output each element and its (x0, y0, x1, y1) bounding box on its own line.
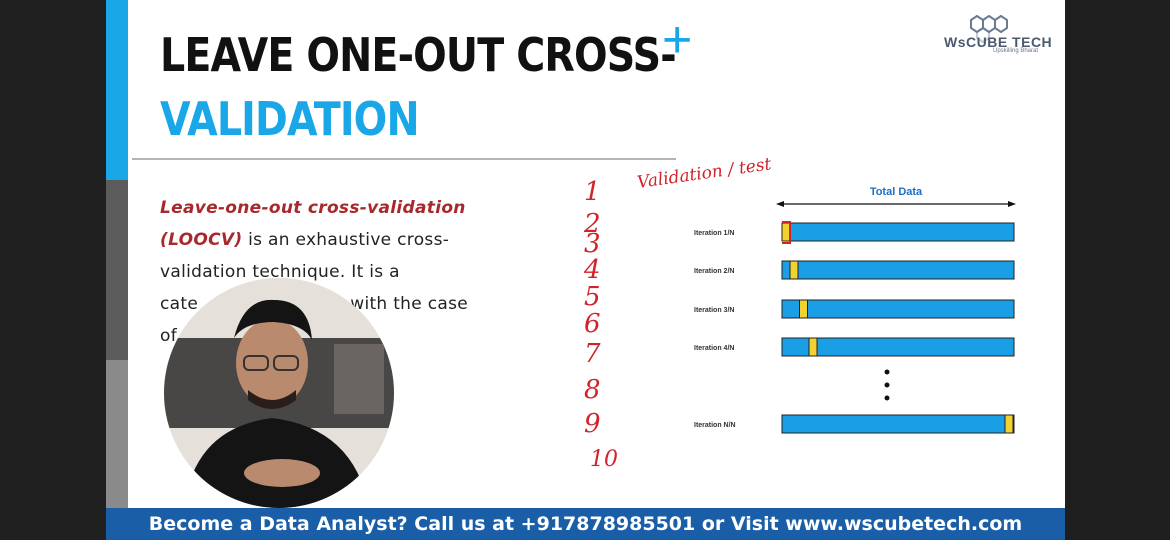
handwritten-number: 1 (584, 177, 601, 207)
slide-title-line2: VALIDATION (160, 92, 420, 146)
test-sample-cell (1004, 414, 1014, 434)
handwritten-number: 7 (584, 339, 601, 369)
test-sample-cell (808, 337, 818, 357)
ellipsis-dot (884, 395, 890, 401)
handwritten-number: 8 (584, 375, 601, 405)
paragraph-line5: of (160, 326, 177, 346)
handwritten-number: 10 (590, 447, 618, 472)
training-data-bar (781, 337, 1015, 357)
plus-icon: + (662, 11, 693, 69)
iteration-rows: Iteration 1/N Iteration 2/N Iteration 3/N I… (694, 222, 1015, 434)
left-letterbox (0, 0, 106, 540)
handwritten-highlight-mark (782, 221, 791, 244)
iteration-label: Iteration 2/N (694, 268, 734, 275)
handwritten-note: Validation / test (636, 154, 773, 193)
training-data-bar (781, 414, 1015, 434)
presenter-webcam (164, 278, 394, 508)
test-sample-cell (789, 260, 799, 280)
promo-banner[interactable]: Become a Data Analyst? Call us at +91787… (106, 508, 1065, 540)
handwritten-number: 3 (584, 229, 601, 259)
iteration-label: Iteration 4/N (694, 345, 734, 352)
presenter-avatar-icon (164, 278, 394, 508)
paragraph-line3: validation technique. It is a (160, 262, 400, 282)
handwritten-number: 6 (584, 309, 601, 339)
test-sample-cell (799, 299, 808, 319)
accent-side-bar (106, 0, 128, 180)
right-letterbox (1065, 0, 1170, 540)
logo-tagline: Upskilling Bharat (993, 48, 1039, 54)
description-paragraph: Leave-one-out cross-validation (LOOCV) i… (160, 192, 468, 352)
presentation-slide: LEAVE ONE-OUT CROSS- VALIDATION + WsCUBE… (106, 0, 1065, 540)
slide-title-line1: LEAVE ONE-OUT CROSS- (160, 28, 677, 82)
arrow-right-head-icon (1008, 201, 1016, 207)
light-gray-side-bar (106, 360, 128, 510)
handwritten-number: 2 (583, 209, 601, 239)
iteration-label: Iteration N/N (694, 422, 736, 429)
iteration-label: Iteration 3/N (694, 307, 734, 314)
title-divider (132, 158, 676, 160)
handwritten-number: 5 (584, 282, 601, 312)
paragraph-abbrev: (LOOCV) (160, 230, 243, 250)
training-data-bar (781, 260, 1015, 280)
paragraph-line1: Leave-one-out cross-validation (160, 198, 466, 218)
diagram-header: Total Data (870, 186, 923, 198)
arrow-left-head-icon (776, 201, 784, 207)
training-data-bar (781, 299, 1015, 319)
wscube-logo-icon (970, 14, 1008, 44)
paragraph-line2: is an exhaustive cross- (242, 230, 450, 250)
handwritten-number: 4 (583, 255, 601, 285)
handwritten-number: 9 (584, 409, 601, 439)
ellipsis-dot (884, 382, 890, 388)
ellipsis-dot (884, 369, 890, 375)
paragraph-line4-end: with the case (350, 294, 468, 314)
iteration-label: Iteration 1/N (694, 230, 734, 237)
logo-wordmark: WsCUBE TECH (944, 34, 1053, 50)
paragraph-line4-start: cate (160, 294, 199, 314)
